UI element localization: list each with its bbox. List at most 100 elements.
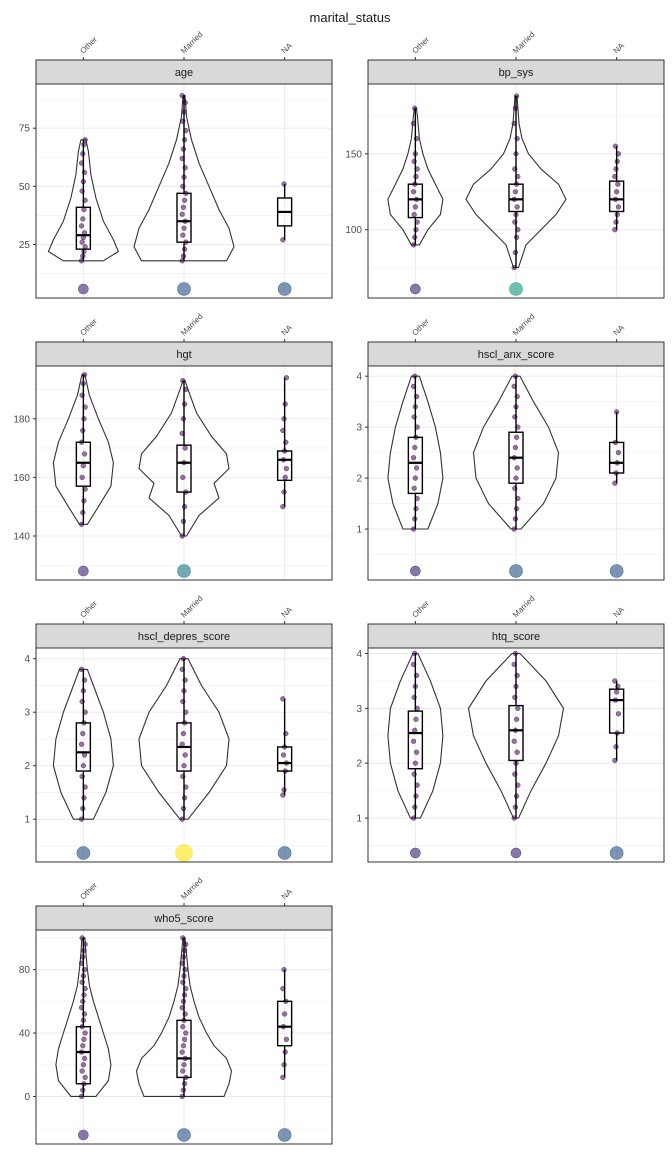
data-point [515,705,521,712]
data-point [413,465,420,471]
data-point [81,1036,87,1043]
x-tick-label: Married [179,876,205,902]
facet-strip-label: bp_sys [499,67,534,79]
data-point [512,444,519,451]
data-point [179,1049,185,1055]
data-point [81,1055,88,1062]
y-tick-label: 4 [24,654,30,665]
data-point [512,189,519,195]
x-tick-label: NA [612,41,627,56]
data-point [182,752,188,758]
data-point [79,474,85,481]
data-point [514,465,520,471]
violin-Married [138,658,230,820]
y-tick-label: 100 [345,225,362,236]
data-point [81,451,88,457]
box-Married [176,192,192,243]
data-point [80,763,87,769]
x-tick-label: Married [179,312,205,338]
box-NA [608,441,625,474]
data-point [410,189,417,195]
facet-strip-label: hgt [176,349,191,361]
panel-border [367,83,665,299]
data-point [613,189,620,195]
box-NA [608,688,625,734]
missing-marker [509,564,523,578]
data-point [181,225,187,231]
panel-border [35,83,333,299]
box-Other [75,206,92,250]
data-point [412,444,418,451]
box-NA [276,450,293,482]
data-point [180,204,187,210]
missing-marker [78,1129,89,1141]
data-point [181,763,187,769]
data-point [513,475,519,481]
facet-panel-htq_score: 1 2 3 4 Other Married NA htq_score [356,594,665,863]
y-tick-label: 1 [24,815,30,826]
y-tick-label: 140 [13,532,30,543]
missing-marker [78,283,89,295]
facet-panel-hscl_depres_score: 1 2 3 4 Other Married NA hscl_depres_score [24,594,333,863]
panel-border [367,647,665,863]
data-point [283,1036,290,1043]
x-tick-label: NA [280,887,295,902]
data-point [413,716,419,722]
x-tick-label: NA [612,605,627,620]
panel-border [35,365,333,581]
data-point [181,1062,187,1068]
facet-panel-who5_score: 0 40 80 Other Married NA who5_score [19,876,333,1145]
data-point [183,1030,189,1036]
missing-marker [510,847,522,859]
box-Married [508,183,524,213]
x-tick-label: Other [410,35,431,56]
data-point [410,455,417,461]
data-point [180,474,186,481]
data-point [412,204,419,210]
y-tick-label: 25 [19,240,31,251]
data-point [412,760,419,766]
x-tick-label: Other [78,35,99,56]
facet-panels: 25 50 75 Other Married NA age 100 150 Other Marrie… [13,30,665,1145]
data-point [412,475,419,481]
data-point [181,1036,188,1043]
chart-title: marital_status [310,10,391,25]
data-point [181,197,188,203]
data-point [182,445,188,451]
data-point [513,434,520,440]
data-point [78,741,85,747]
box-Married [176,1019,192,1079]
data-point [281,1011,288,1017]
missing-marker [76,846,91,860]
data-point [180,1043,187,1049]
data-point [511,738,517,744]
facet-strip-label: who5_score [153,913,213,925]
x-tick-label: Other [78,317,99,338]
data-point [82,1030,88,1036]
y-tick-label: 0 [24,1092,30,1103]
box-Other [407,710,424,770]
missing-marker [509,282,523,296]
y-tick-label: 75 [19,124,31,135]
x-tick-label: Married [511,312,537,338]
data-point [411,485,417,491]
data-point [615,449,622,456]
x-tick-label: Other [410,599,431,620]
y-tick-label: 150 [345,149,362,160]
y-tick-label: 2 [24,761,30,772]
data-point [283,465,290,472]
violin-Other [47,139,120,262]
box-Other [75,722,92,772]
data-point [411,211,417,218]
missing-marker [410,847,421,859]
data-point [80,216,86,222]
data-point [78,223,85,229]
box-NA [608,180,625,213]
data-point [80,1043,86,1049]
panel-border [35,929,333,1145]
facet-strip [35,623,333,649]
violin-Other [387,375,444,530]
missing-marker [410,565,421,577]
data-point [79,239,85,245]
data-point [179,211,185,217]
